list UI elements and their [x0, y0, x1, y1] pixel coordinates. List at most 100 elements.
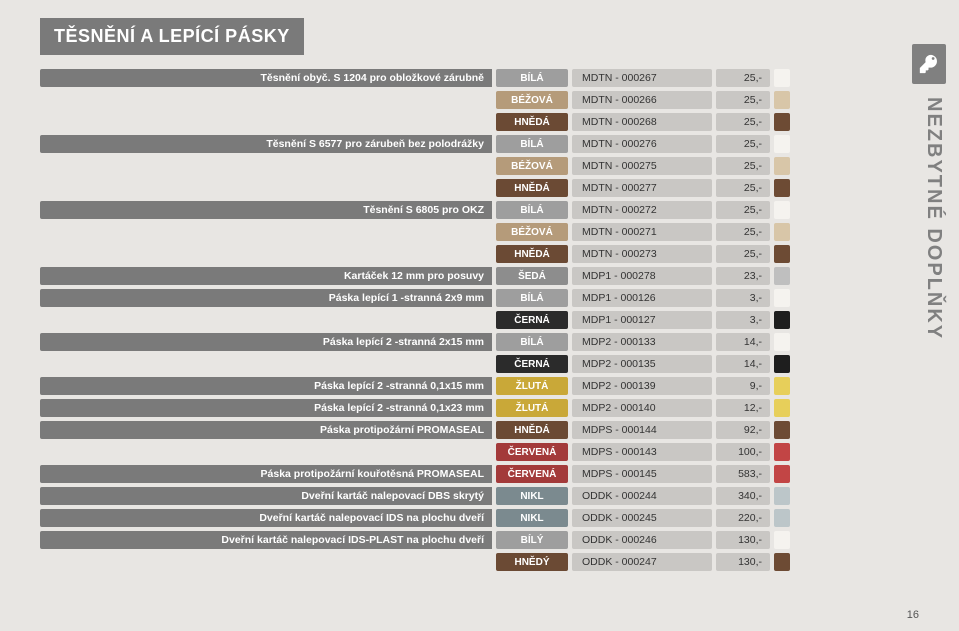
row-description: Páska lepící 2 -stranná 0,1x23 mm	[40, 399, 492, 417]
row-color-chip	[774, 487, 790, 505]
row-color-chip	[774, 531, 790, 549]
row-color-chip	[774, 267, 790, 285]
row-description: Dveřní kartáč nalepovací IDS na plochu d…	[40, 509, 492, 527]
row-color-label: BÍLÝ	[496, 531, 568, 549]
row-color-chip	[774, 135, 790, 153]
row-price: 23,-	[716, 267, 770, 285]
row-color-chip	[774, 465, 790, 483]
row-price: 583,-	[716, 465, 770, 483]
table-row: Páska protipožární PROMASEALHNĚDÁMDPS - …	[40, 421, 920, 439]
table-row: Páska lepící 2 -stranná 2x15 mmBÍLÁMDP2 …	[40, 333, 920, 351]
table-row: HNĚDÁMDTN - 00026825,-	[40, 113, 920, 131]
row-color-label: ČERVENÁ	[496, 465, 568, 483]
row-price: 130,-	[716, 531, 770, 549]
row-description: Kartáček 12 mm pro posuvy	[40, 267, 492, 285]
row-price: 25,-	[716, 179, 770, 197]
row-price: 25,-	[716, 135, 770, 153]
row-color-chip	[774, 443, 790, 461]
row-price: 12,-	[716, 399, 770, 417]
row-color-label: ŠEDÁ	[496, 267, 568, 285]
row-code: MDP2 - 000133	[572, 333, 712, 351]
row-code: MDTN - 000268	[572, 113, 712, 131]
row-description	[40, 311, 492, 329]
row-color-label: BÍLÁ	[496, 333, 568, 351]
row-code: ODDK - 000245	[572, 509, 712, 527]
table-row: Dveřní kartáč nalepovací IDS na plochu d…	[40, 509, 920, 527]
table-row: ČERNÁMDP2 - 00013514,-	[40, 355, 920, 373]
row-code: MDTN - 000267	[572, 69, 712, 87]
page-number: 16	[907, 609, 919, 621]
row-description: Dveřní kartáč nalepovací IDS-PLAST na pl…	[40, 531, 492, 549]
row-description: Páska lepící 1 -stranná 2x9 mm	[40, 289, 492, 307]
key-icon-box	[912, 44, 946, 84]
row-price: 25,-	[716, 91, 770, 109]
table-row: BÉŽOVÁMDTN - 00027125,-	[40, 223, 920, 241]
row-code: MDPS - 000143	[572, 443, 712, 461]
row-color-label: BÉŽOVÁ	[496, 157, 568, 175]
row-color-chip	[774, 421, 790, 439]
row-color-label: NIKL	[496, 487, 568, 505]
table-row: Páska lepící 2 -stranná 0,1x23 mmŽLUTÁMD…	[40, 399, 920, 417]
product-table: Těsnění obyč. S 1204 pro obložkové zárub…	[40, 69, 920, 571]
row-color-label: BÍLÁ	[496, 289, 568, 307]
row-code: MDTN - 000276	[572, 135, 712, 153]
table-row: Dveřní kartáč nalepovací IDS-PLAST na pl…	[40, 531, 920, 549]
row-color-label: BÍLÁ	[496, 135, 568, 153]
row-price: 25,-	[716, 113, 770, 131]
row-color-chip	[774, 311, 790, 329]
row-color-label: ČERVENÁ	[496, 443, 568, 461]
row-code: MDTN - 000277	[572, 179, 712, 197]
row-color-label: NIKL	[496, 509, 568, 527]
row-price: 3,-	[716, 289, 770, 307]
row-price: 220,-	[716, 509, 770, 527]
row-color-label: ČERNÁ	[496, 355, 568, 373]
row-code: MDP2 - 000139	[572, 377, 712, 395]
row-color-chip	[774, 245, 790, 263]
table-row: Dveřní kartáč nalepovací DBS skrytýNIKLO…	[40, 487, 920, 505]
row-price: 92,-	[716, 421, 770, 439]
row-color-label: ŽLUTÁ	[496, 377, 568, 395]
row-color-label: BÉŽOVÁ	[496, 91, 568, 109]
row-color-chip	[774, 289, 790, 307]
row-color-label: HNĚDÁ	[496, 421, 568, 439]
row-code: MDP1 - 000127	[572, 311, 712, 329]
row-description: Páska lepící 2 -stranná 0,1x15 mm	[40, 377, 492, 395]
row-color-chip	[774, 553, 790, 571]
row-description	[40, 113, 492, 131]
row-color-label: BÍLÁ	[496, 201, 568, 219]
row-code: MDTN - 000275	[572, 157, 712, 175]
row-description: Dveřní kartáč nalepovací DBS skrytý	[40, 487, 492, 505]
table-row: Těsnění obyč. S 1204 pro obložkové zárub…	[40, 69, 920, 87]
row-color-label: HNĚDÝ	[496, 553, 568, 571]
row-code: ODDK - 000244	[572, 487, 712, 505]
row-description	[40, 355, 492, 373]
row-description: Páska protipožární PROMASEAL	[40, 421, 492, 439]
row-color-label: BÍLÁ	[496, 69, 568, 87]
row-description: Páska lepící 2 -stranná 2x15 mm	[40, 333, 492, 351]
row-color-label: HNĚDÁ	[496, 245, 568, 263]
row-price: 25,-	[716, 201, 770, 219]
row-price: 25,-	[716, 157, 770, 175]
row-color-chip	[774, 333, 790, 351]
row-price: 25,-	[716, 223, 770, 241]
row-description: Těsnění S 6577 pro zárubeň bez polodrážk…	[40, 135, 492, 153]
row-code: MDTN - 000272	[572, 201, 712, 219]
row-price: 25,-	[716, 69, 770, 87]
row-code: MDP2 - 000140	[572, 399, 712, 417]
row-code: MDP1 - 000126	[572, 289, 712, 307]
row-description	[40, 553, 492, 571]
row-color-label: HNĚDÁ	[496, 113, 568, 131]
table-row: HNĚDÁMDTN - 00027325,-	[40, 245, 920, 263]
row-color-chip	[774, 113, 790, 131]
row-code: MDTN - 000271	[572, 223, 712, 241]
table-row: BÉŽOVÁMDTN - 00026625,-	[40, 91, 920, 109]
row-price: 14,-	[716, 333, 770, 351]
row-color-chip	[774, 223, 790, 241]
row-code: MDTN - 000266	[572, 91, 712, 109]
table-row: Těsnění S 6805 pro OKZBÍLÁMDTN - 0002722…	[40, 201, 920, 219]
row-price: 14,-	[716, 355, 770, 373]
row-code: MDP1 - 000278	[572, 267, 712, 285]
row-code: MDPS - 000145	[572, 465, 712, 483]
table-row: Páska lepící 1 -stranná 2x9 mmBÍLÁMDP1 -…	[40, 289, 920, 307]
table-row: ČERNÁMDP1 - 0001273,-	[40, 311, 920, 329]
